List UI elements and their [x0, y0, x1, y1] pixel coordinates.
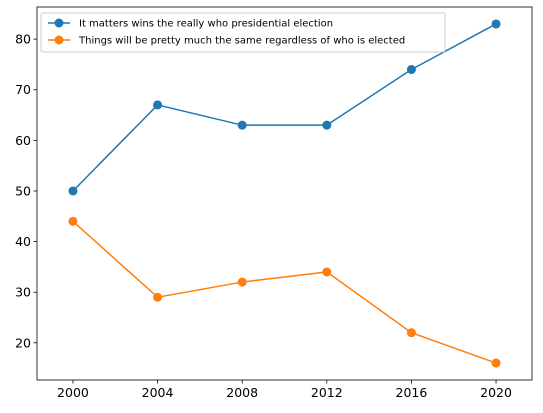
series-layer [68, 19, 501, 368]
x-tick-label-2: 2004 [142, 385, 174, 400]
data-point-s2-2000 [68, 216, 78, 226]
plot-area [36, 6, 533, 381]
data-point-s1-2020 [491, 19, 501, 29]
series-line-1 [72, 23, 497, 192]
y-tick-label-6: 70 [15, 82, 31, 97]
y-tick-label-1: 20 [15, 335, 31, 350]
x-tick-label-4: 2012 [311, 385, 343, 400]
series-line-2 [72, 220, 497, 364]
y-tick-label-2: 30 [15, 285, 31, 300]
data-point-s1-2016 [406, 65, 416, 75]
y-tick-label-5: 60 [15, 133, 31, 148]
data-point-s2-2008 [237, 277, 247, 287]
legend-label-2: Things will be pretty much the same rega… [78, 36, 405, 47]
data-point-s1-2012 [322, 120, 332, 130]
x-tick-label-5: 2016 [396, 385, 428, 400]
data-point-s1-2000 [68, 186, 78, 196]
data-point-s1-2008 [237, 120, 247, 130]
x-tick-label-6: 2020 [480, 385, 512, 400]
x-tick-label-3: 2008 [226, 385, 258, 400]
legend-frame [40, 12, 446, 53]
data-point-s2-2020 [491, 358, 501, 368]
data-point-s1-2004 [153, 100, 163, 110]
plot-frame [36, 6, 533, 381]
legend-entry-1: It matters wins the really who president… [48, 18, 333, 30]
legend-label-1: It matters wins the really who president… [79, 19, 333, 30]
y-tick-label-3: 40 [15, 234, 31, 249]
data-point-s2-2012 [322, 267, 332, 277]
y-axis: 20 30 40 50 60 70 80 [15, 32, 37, 350]
legend-entry-2: Things will be pretty much the same rega… [48, 35, 405, 47]
legend-marker-2 [54, 35, 64, 45]
legend: It matters wins the really who president… [40, 12, 446, 53]
y-tick-label-4: 50 [15, 183, 31, 198]
legend-marker-1 [54, 18, 64, 28]
x-tick-label-1: 2000 [57, 385, 89, 400]
y-tick-label-7: 80 [15, 32, 31, 47]
data-point-s2-2016 [406, 328, 416, 338]
data-point-s2-2004 [153, 292, 163, 302]
x-axis: 2000 2004 2008 2012 2016 2020 [57, 380, 512, 400]
